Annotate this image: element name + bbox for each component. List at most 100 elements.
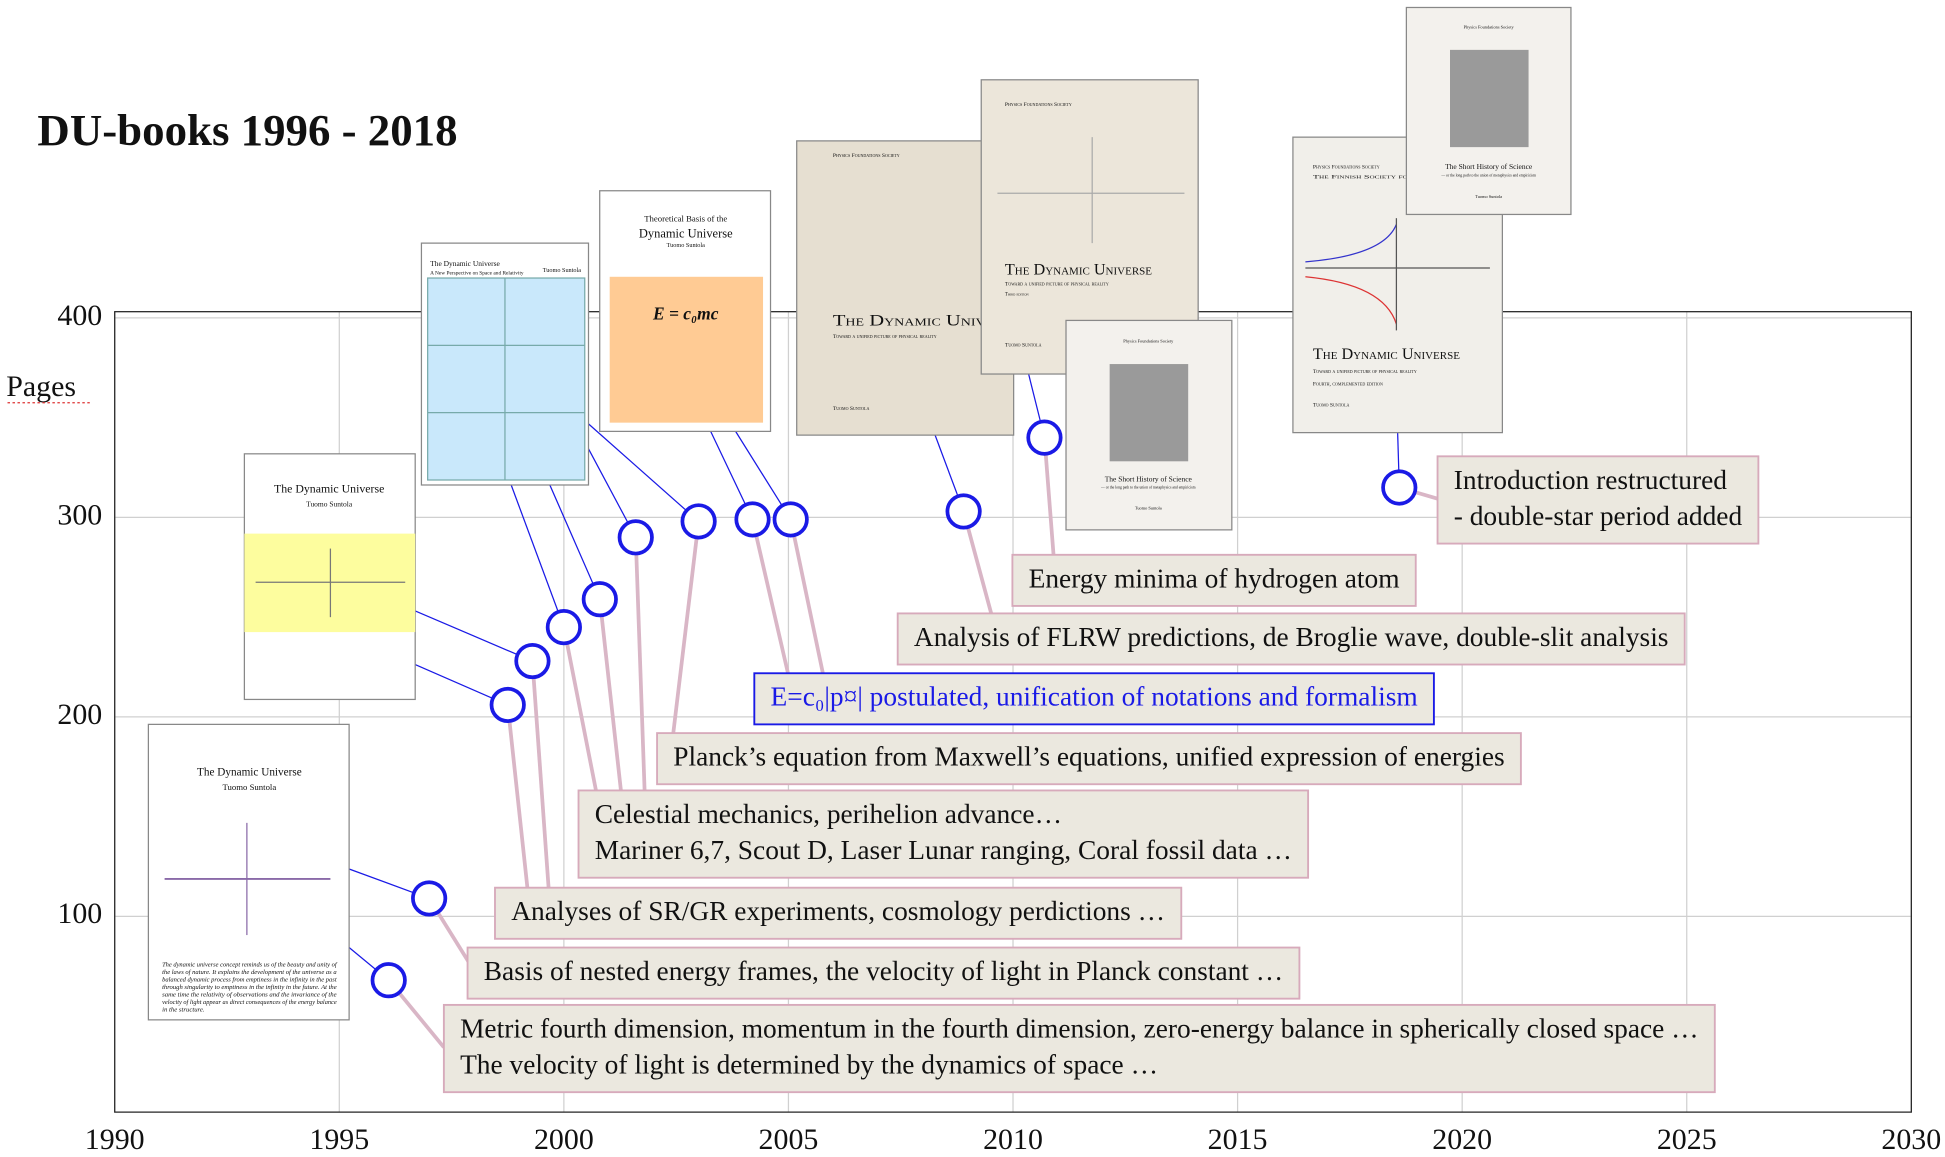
- y-tick-label: 400: [57, 299, 102, 332]
- annotation-text: Introduction restructured: [1454, 465, 1728, 495]
- annotation-box: [753, 672, 1435, 726]
- cover-text: The Dynamic Universe: [833, 311, 1020, 329]
- cover-text: Third edition: [1005, 292, 1030, 297]
- annotation-text: The velocity of light is determined by t…: [460, 1050, 1158, 1080]
- y-tick-label: 200: [57, 698, 102, 731]
- cover-text: velocity of light appear as direct conse…: [162, 999, 337, 1006]
- data-point: [489, 686, 526, 724]
- annotation-connector: [750, 518, 790, 674]
- cover-connector: [510, 484, 565, 628]
- book-cover: Physics Foundations Society The Short His…: [1405, 6, 1572, 216]
- annotation: Analysis of FLRW predictions, de Broglie…: [896, 612, 1686, 666]
- cover-text: Tuomo Suntola: [667, 242, 706, 249]
- x-tick-label: 2015: [1208, 1123, 1268, 1156]
- annotation: Metric fourth dimension, momentum in the…: [442, 1003, 1716, 1094]
- cover-art: [1305, 224, 1397, 263]
- annotation-text: Energy minima of hydrogen atom: [1029, 563, 1400, 593]
- book-cover: The Dynamic Universe A New Perspective on…: [420, 242, 590, 486]
- cover-text: The Dynamic Universe: [1313, 345, 1460, 363]
- cover-text: through singularity to emptiness in the …: [162, 984, 337, 991]
- cover-text: the laws of nature. It explains the deve…: [162, 969, 337, 976]
- x-tick-label: 2025: [1657, 1123, 1717, 1156]
- x-tick-label: 2005: [759, 1123, 819, 1156]
- cover-text: Tuomo Suntola: [833, 406, 870, 412]
- cover-text: Fourth, complemented edition: [1313, 381, 1383, 387]
- y-tick-label: 300: [57, 498, 102, 531]
- annotation-text: Planck’s equation from Maxwell’s equatio…: [673, 742, 1504, 772]
- cover-text: Tuomo Suntola: [1313, 402, 1350, 408]
- annotation: E=c₀|p¤| postulated, unification of nota…: [753, 672, 1435, 726]
- chart-title: DU-books 1996 - 2018: [37, 105, 457, 155]
- annotation-text: E=c₀|p¤| postulated, unification of nota…: [771, 682, 1418, 712]
- cover-text: Physics Foundations Society: [1464, 24, 1515, 29]
- x-tick-label: 1995: [309, 1123, 369, 1156]
- annotation: Celestial mechanics, perihelion advance……: [577, 789, 1310, 879]
- book-cover: The Dynamic Universe Tuomo Suntola: [243, 453, 416, 701]
- cover-art: [1305, 276, 1397, 325]
- y-axis-label: Pages: [6, 370, 76, 403]
- cover-text: — or the long path to the union of metap…: [1440, 174, 1536, 178]
- data-point: [545, 609, 582, 646]
- cover-text: Tuomo Suntola: [1475, 194, 1502, 199]
- cover-text: The Dynamic Universe: [1005, 260, 1152, 278]
- data-point: [1381, 469, 1418, 506]
- annotation: Analyses of SR/GR experiments, cosmology…: [494, 886, 1183, 940]
- cover-art: [1450, 49, 1529, 148]
- cover-art: [1109, 364, 1189, 462]
- data-point: [734, 501, 771, 538]
- annotation-box: [896, 612, 1686, 666]
- cover-connector: [549, 484, 601, 600]
- book-cover: The Dynamic Universe Tuomo Suntola The dyn…: [147, 723, 350, 1021]
- data-point: [581, 581, 618, 618]
- data-point: [617, 519, 654, 556]
- annotation-text: Mariner 6,7, Scout D, Laser Lunar rangin…: [595, 835, 1292, 865]
- cover-text: Physics Foundations Society: [1123, 339, 1174, 344]
- cover-text: Toward a unified picture of physical rea…: [1313, 369, 1417, 375]
- cover-text: balanced dynamic process from emptiness …: [162, 977, 337, 984]
- annotation-text: - double-star period added: [1454, 501, 1743, 531]
- annotation-connector: [1042, 437, 1056, 555]
- annotation: Energy minima of hydrogen atom: [1011, 553, 1417, 607]
- x-tick-label: 2020: [1432, 1123, 1492, 1156]
- cover-text: The Dynamic Universe: [197, 767, 302, 779]
- annotation-connector: [597, 598, 623, 791]
- book-cover: Theoretical Basis of the Dynamic Universe…: [599, 190, 772, 433]
- annotation-text: Metric fourth dimension, momentum in the…: [460, 1013, 1699, 1043]
- annotation-box: [656, 732, 1522, 786]
- cover-text: Physics Foundations Society: [833, 153, 900, 159]
- cover-text: Tuomo Suntola: [306, 500, 353, 509]
- cover-text: The Dynamic Universe: [274, 482, 384, 496]
- cover-text: The Short History of Science: [1105, 475, 1193, 484]
- annotation-text: Analysis of FLRW predictions, de Broglie…: [914, 622, 1669, 652]
- cover-text: in the structure.: [162, 1006, 205, 1013]
- data-point: [772, 501, 809, 538]
- cover-text: Toward a unified picture of physical rea…: [1005, 282, 1109, 288]
- x-tick-label: 2030: [1881, 1123, 1941, 1156]
- cover-art: [609, 276, 764, 423]
- data-point: [411, 880, 448, 917]
- cover-text: Tuomo Suntola: [1135, 506, 1162, 511]
- x-tick-label: 2000: [534, 1123, 594, 1156]
- data-point: [370, 962, 407, 999]
- cover-connector: [414, 610, 533, 662]
- annotation-connector: [633, 537, 647, 791]
- annotation-connector: [530, 660, 551, 888]
- annotation-box: [442, 1003, 1716, 1094]
- annotation-text: Analyses of SR/GR experiments, cosmology…: [511, 896, 1165, 926]
- cover-text: A New Perspective on Space and Relativit…: [430, 270, 524, 276]
- cover-text: Tuomo Suntola: [223, 782, 277, 792]
- cover-text: Tuomo Suntola: [543, 267, 582, 274]
- cover-text: Theoretical Basis of the: [644, 213, 727, 223]
- cover-text: E = c₀mc: [652, 303, 719, 323]
- data-point: [514, 642, 551, 680]
- annotation-box: [494, 886, 1183, 940]
- book-cover: Physics Foundations Society The Dynamic U…: [796, 140, 1020, 436]
- data-point: [945, 493, 982, 530]
- y-tick-label: 100: [57, 897, 102, 930]
- cover-text: Physics Foundations Society: [1005, 102, 1072, 108]
- x-tick-label: 2010: [983, 1123, 1043, 1156]
- annotation-text: Basis of nested energy frames, the veloc…: [484, 956, 1283, 986]
- cover-text: — or the long path to the union of metap…: [1100, 485, 1196, 489]
- cover-page: [147, 723, 350, 1021]
